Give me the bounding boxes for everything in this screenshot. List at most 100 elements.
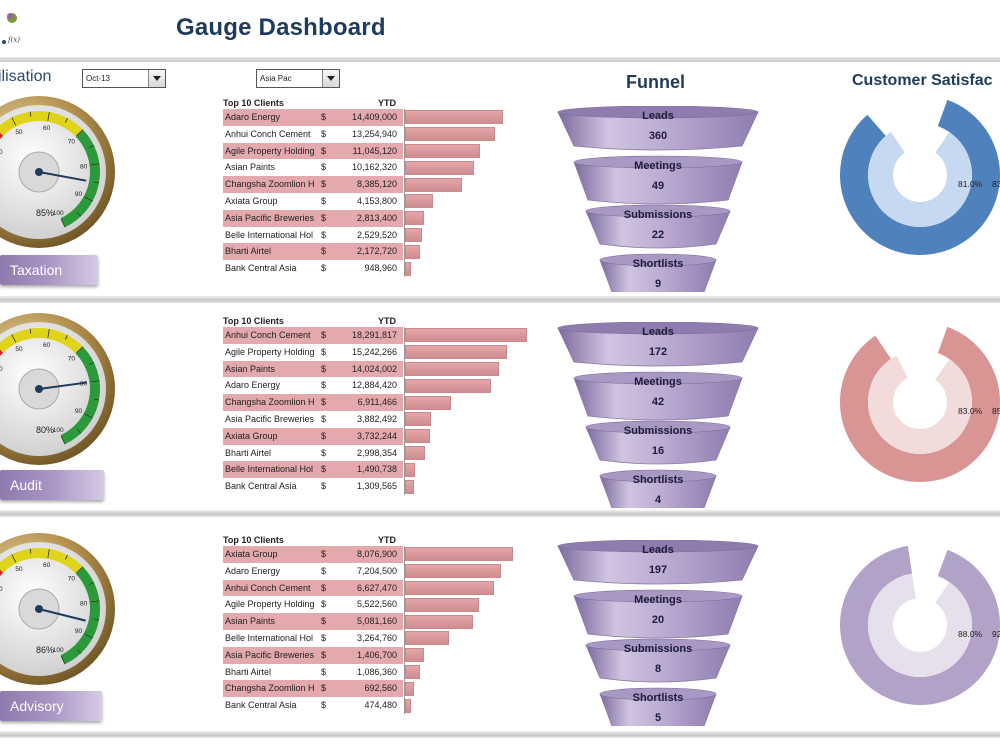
department-button-advisory[interactable]: Advisory (0, 691, 102, 721)
funnel-segment (573, 377, 743, 421)
clients-header: Top 10 Clients (223, 535, 284, 545)
satisfaction-inner-label: 88.0% (958, 629, 983, 639)
table-row: Asia Pacific Breweries $2,813,400 (223, 209, 403, 227)
table-row: Adaro Energy $14,409,000 (223, 109, 403, 126)
currency-symbol: $ (321, 212, 327, 223)
client-name: Bharti Airtel (225, 246, 272, 257)
currency-symbol: $ (321, 162, 327, 173)
gauge-band-2 (60, 566, 100, 665)
gauge-tick-label: 90 (75, 628, 83, 635)
client-bar (405, 597, 479, 612)
satisfaction-inner-ring (868, 573, 972, 677)
client-name: Asian Paints (225, 162, 276, 173)
gauge-band-1 (0, 328, 83, 354)
satisfaction-donut: 81.0% 83 (840, 95, 1000, 256)
client-name: Asia Pacific Breweries (225, 649, 315, 660)
chevron-down-icon[interactable] (322, 70, 339, 87)
funnel-segment (585, 426, 731, 465)
table-row: Bank Central Asia $1,309,565 (223, 478, 403, 495)
satisfaction-donut: 88.0% 92 (840, 545, 1000, 705)
gauge-needle (38, 608, 86, 622)
funnel-stage-label: Leads (642, 326, 674, 338)
client-bar (405, 127, 496, 142)
table-row: Agile Property Holding $11,045,120 (223, 142, 403, 160)
client-name: Bharti Airtel (225, 666, 272, 677)
client-name: Agile Property Holding (225, 145, 315, 156)
client-bar (405, 345, 507, 360)
bar-axis (404, 327, 405, 495)
client-bar (405, 462, 415, 477)
client-ytd-value: 3,264,760 (356, 632, 397, 643)
currency-symbol: $ (321, 246, 327, 257)
client-name: Asian Paints (225, 616, 276, 627)
period-select[interactable]: Oct-13 (82, 69, 166, 88)
funnel-rim (585, 420, 731, 434)
chevron-down-icon[interactable] (148, 70, 165, 87)
client-name: Anhui Conch Cement (225, 330, 311, 340)
table-row: Belle International Hol $1,490,738 (223, 461, 403, 479)
funnel-stage-label: Leads (642, 110, 674, 122)
table-row: Agile Property Holding $5,522,560 (223, 596, 403, 613)
funnel-rim (573, 589, 743, 603)
satisfaction-inner-label: 81.0% (958, 179, 983, 189)
currency-symbol: $ (321, 430, 327, 441)
gauge-tick (89, 145, 95, 148)
funnel-stage-value: 20 (651, 614, 665, 626)
client-ytd-value: 2,529,520 (356, 229, 397, 240)
table-row: Adaro Energy $7,204,500 (223, 563, 403, 580)
gauge-band-2 (60, 346, 100, 445)
table-row: Bharti Airtel $2,998,354 (223, 445, 403, 462)
satisfaction-donut: 83.0% 85 (840, 322, 1000, 482)
gauge-tick-label: 40 (0, 586, 3, 593)
funnel-segment (573, 595, 743, 639)
client-bar (405, 547, 513, 562)
funnel-stage-label: Shortlists (632, 258, 684, 270)
gauge-tick (94, 398, 100, 401)
table-row: Asia Pacific Breweries $1,406,700 (223, 646, 403, 664)
funnel-stage-label: Leads (642, 544, 674, 556)
funnel-stage-value: 8 (654, 663, 662, 675)
funnel-stage-value: 197 (648, 564, 668, 576)
client-ytd-value: 8,076,900 (356, 549, 397, 559)
client-name: Changsha Zoomlion H (225, 683, 315, 694)
header-divider (0, 57, 1000, 62)
currency-symbol: $ (321, 632, 327, 643)
gauge-tick (94, 618, 100, 621)
gauge-tick-label: 80 (80, 163, 88, 170)
client-ytd-value: 3,732,244 (356, 430, 397, 441)
region-select[interactable]: Asia Pac (256, 69, 340, 88)
client-ytd-value: 1,086,360 (356, 666, 397, 677)
client-ytd-value: 15,242,266 (351, 346, 397, 357)
funnel-segment (573, 161, 743, 205)
client-ytd-value: 14,409,000 (351, 112, 397, 122)
bar-axis (404, 109, 405, 277)
client-bar (405, 328, 527, 343)
currency-symbol: $ (321, 263, 327, 274)
currency-symbol: $ (321, 683, 327, 694)
client-ytd-value: 18,291,817 (351, 330, 397, 340)
table-row: Bharti Airtel $2,172,720 (223, 243, 403, 261)
ytd-header: YTD (378, 316, 396, 326)
client-name: Agile Property Holding (225, 599, 315, 610)
client-ytd-value: 2,813,400 (356, 212, 397, 223)
department-button-audit[interactable]: Audit (0, 470, 104, 500)
currency-symbol: $ (321, 363, 327, 374)
gauge-tick (64, 334, 68, 340)
satisfaction-inner-ring (868, 355, 972, 454)
gauge-tick (60, 218, 66, 228)
gauge-needle (38, 381, 87, 390)
section-divider (0, 731, 1000, 738)
client-name: Adaro Energy (225, 565, 281, 576)
client-ytd-value: 948,960 (364, 263, 397, 274)
clients-header: Top 10 Clients (223, 316, 284, 326)
client-name: Anhui Conch Cement (225, 582, 311, 593)
gauge-tick (11, 334, 17, 343)
gauge-tick (47, 111, 50, 121)
client-ytd-value: 11,045,120 (352, 145, 397, 156)
department-button-taxation[interactable]: Taxation (0, 255, 98, 285)
satisfaction-outer-ring (840, 545, 1000, 705)
funnel-stage-value: 5 (654, 712, 662, 724)
table-row: Asian Paints $10,162,320 (223, 159, 403, 176)
